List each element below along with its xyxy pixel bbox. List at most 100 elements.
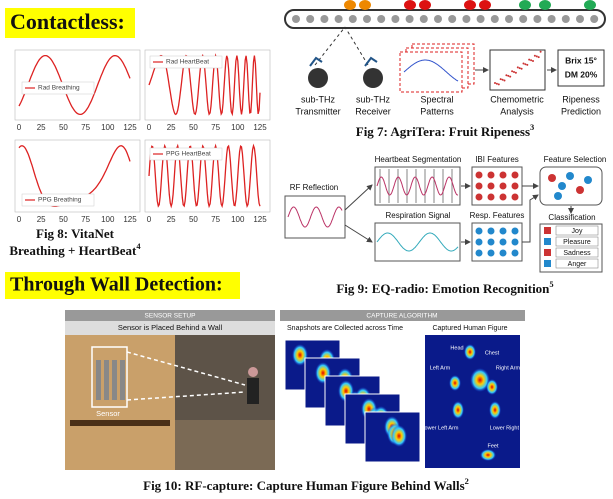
body-part-label: Chest — [485, 350, 500, 356]
scatter-dot — [511, 70, 514, 73]
conveyor — [284, 9, 606, 29]
reference: 4 — [136, 241, 141, 251]
panel-title: Captured Human Figure — [432, 325, 507, 332]
fruit — [419, 0, 431, 10]
heat-blob — [464, 344, 476, 360]
panel-title: Sensor is Placed Behind a Wall — [118, 323, 223, 332]
antenna — [309, 56, 323, 67]
roller — [334, 15, 343, 23]
reference: 2 — [465, 476, 469, 486]
scatter-dot — [501, 78, 504, 81]
roller — [590, 15, 599, 23]
roller — [391, 15, 400, 23]
label: RF Reflection — [290, 183, 338, 192]
roller — [448, 15, 457, 23]
arrow — [522, 194, 539, 243]
body-part-label: Left Arm — [430, 365, 451, 371]
tick-label: 50 — [189, 123, 198, 132]
scatter-dot — [507, 74, 510, 77]
scatter-dot — [499, 78, 502, 81]
tick-label: 0 — [147, 123, 152, 132]
feature-dot — [511, 171, 519, 179]
tick-label: 25 — [37, 123, 46, 132]
legend-label: PPG HeartBeat — [166, 151, 211, 158]
feature-dot — [499, 249, 507, 257]
sensor-frame — [91, 346, 128, 408]
heat-blob — [489, 401, 501, 419]
feature-dot — [475, 238, 483, 246]
scatter-dot — [539, 50, 542, 53]
scatter-dot — [513, 71, 515, 73]
heat-blob — [449, 375, 461, 391]
roller — [519, 15, 528, 23]
tick-label: 0 — [17, 123, 22, 132]
roller — [377, 15, 386, 23]
roller — [348, 15, 357, 23]
scatter-dot — [505, 74, 508, 77]
scatter-dot — [518, 67, 521, 70]
tick-label: 75 — [81, 123, 90, 132]
tick-label: 25 — [37, 215, 46, 224]
label: Heartbeat Segmentation — [375, 155, 462, 164]
emotion-dot — [544, 238, 551, 245]
tick-label: 125 — [253, 215, 267, 224]
caption-text: Fig 10: RF-capture: Capture Human Figure… — [143, 478, 465, 493]
body-part-label: Lower Right Arm — [490, 425, 531, 431]
caption: Fig 9: EQ-radio: Emotion Recognition5 — [336, 279, 553, 296]
fruit — [464, 0, 476, 10]
label: sub-THz — [356, 94, 391, 104]
heat-blob — [470, 368, 490, 392]
tick-label: 75 — [81, 215, 90, 224]
roller — [505, 15, 513, 23]
tick-label: 100 — [231, 215, 245, 224]
legend-box — [149, 55, 223, 69]
body-part-label: Feet — [487, 443, 498, 449]
roller — [363, 15, 371, 23]
tick-label: 125 — [123, 123, 137, 132]
feature-dot — [487, 238, 495, 246]
panel — [284, 195, 346, 239]
tick-label: 50 — [189, 215, 198, 224]
scatter-dot — [497, 83, 500, 86]
roller — [419, 15, 428, 23]
tick-label: 100 — [101, 123, 115, 132]
body-part-label: Right Arm — [496, 365, 521, 371]
feature-dot — [511, 249, 519, 257]
roller — [476, 15, 485, 23]
photo-floor — [175, 420, 275, 470]
emotion-label: Sadness — [563, 250, 591, 257]
feature-dot — [511, 193, 519, 201]
emotion-box — [555, 225, 599, 236]
fruit — [584, 0, 596, 10]
heat-blob — [480, 449, 496, 461]
roller — [320, 15, 329, 23]
scatter-dot — [528, 58, 531, 61]
label: Feature Selection — [544, 155, 607, 164]
sensor-device — [363, 68, 383, 88]
tick-label: 25 — [167, 123, 176, 132]
feature-dot — [558, 182, 566, 190]
person-head — [248, 367, 258, 377]
roller — [547, 15, 556, 23]
roller — [533, 15, 542, 23]
feature-dot — [499, 182, 507, 190]
label: Sensor — [96, 409, 120, 418]
waveform — [376, 176, 459, 196]
feature-dot — [475, 249, 483, 257]
header-bar — [280, 310, 525, 321]
feature-dot — [576, 186, 584, 194]
result-box — [557, 49, 605, 87]
legend-label: Rad Breathing — [38, 85, 80, 92]
caption-text: Fig 8: VitaNet — [36, 226, 115, 241]
scatter-dot — [535, 55, 538, 58]
roller — [292, 15, 300, 23]
photo-wall — [65, 335, 175, 470]
caption-text: Fig 9: EQ-radio: Emotion Recognition — [336, 281, 550, 296]
scatter-dot — [524, 63, 527, 66]
emotion-dot — [544, 249, 551, 256]
heading: Through Wall Detection: — [10, 274, 223, 296]
scatter-dot — [514, 71, 517, 74]
header-bar — [65, 310, 275, 321]
emotion-box — [555, 247, 599, 258]
